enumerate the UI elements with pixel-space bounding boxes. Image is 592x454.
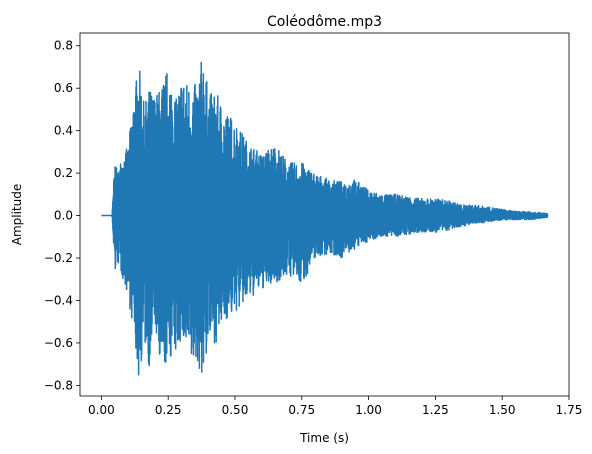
y-axis-label: Amplitude	[10, 184, 24, 246]
y-tick-label: −0.8	[44, 378, 73, 392]
chart-title: Coléodôme.mp3	[267, 14, 382, 30]
x-tick-label: 1.25	[422, 403, 449, 417]
x-tick-label: 0.25	[155, 403, 182, 417]
y-tick-label: 0.6	[54, 81, 73, 95]
y-tick-label: 0.2	[54, 166, 73, 180]
y-tick-label: 0.8	[54, 39, 73, 53]
x-tick-label: 1.75	[556, 403, 583, 417]
axes-frame	[79, 32, 570, 397]
x-tick-label: 1.00	[355, 403, 382, 417]
x-tick-label: 0.50	[222, 403, 249, 417]
x-tick-label: 0.00	[88, 403, 115, 417]
y-tick-label: −0.2	[44, 251, 73, 265]
y-tick-label: −0.6	[44, 336, 73, 350]
plot-layer	[100, 61, 549, 376]
y-tick-label: −0.4	[44, 293, 73, 307]
y-axis: −0.8 −0.6 −0.4 −0.2 0.0 0.2 0.4 0.6 0.8	[44, 39, 80, 392]
y-tick-label: 0.4	[54, 124, 73, 138]
x-tick-label: 1.50	[489, 403, 516, 417]
x-axis-label: Time (s)	[299, 431, 349, 445]
waveform-line	[100, 61, 549, 376]
x-tick-label: 0.75	[288, 403, 315, 417]
x-axis: 0.00 0.25 0.50 0.75 1.00 1.25 1.50 1.75	[88, 396, 582, 417]
y-tick-label: 0.0	[54, 209, 73, 223]
